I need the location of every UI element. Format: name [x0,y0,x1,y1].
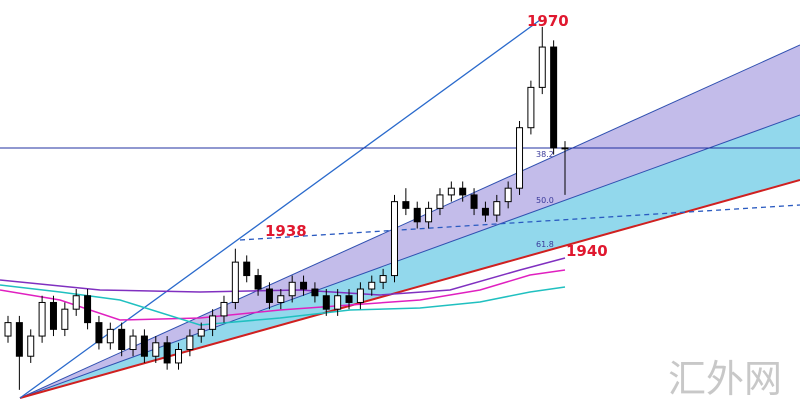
candle-body [436,194,444,209]
candle-body [334,295,342,310]
fib-label: 61.8 [536,240,554,249]
candle-body [288,281,296,297]
fib-label: 50.0 [536,196,554,205]
candle-body [368,281,376,290]
candle-body [4,322,12,337]
dashed-line [239,204,800,241]
candle-body [402,201,410,209]
candle-body [49,301,57,330]
annotation: 1940 [566,242,608,260]
fan-line-red [19,179,800,399]
candle-body [300,281,308,290]
candle-body [140,335,148,357]
fib-label: 38.2 [536,150,554,159]
candle-body [152,342,160,357]
candle-body [163,342,171,364]
candle-body [538,46,546,88]
candle-body [15,322,23,357]
candle-body [413,207,421,223]
annotation: 1938 [265,222,307,240]
candle-body [504,187,512,203]
candle-body [356,288,364,303]
candle-body [186,335,194,351]
candle-body [425,207,433,223]
candle-body [311,288,319,297]
candle-body [254,275,262,290]
candle-body [27,335,35,357]
candle-body [527,86,535,129]
candle-body [481,207,489,216]
candle-body [322,295,330,310]
candle-body [209,315,217,330]
fan-line [19,114,800,399]
candle-body [447,187,455,196]
candle-body [220,301,228,317]
candle-body [175,349,183,364]
candle-body [129,335,137,351]
candle-body [345,295,353,303]
candle-body [470,194,478,209]
watermark: 汇外网 [668,357,782,401]
candle-body [516,127,524,189]
candle-body [561,147,569,150]
candle-body [95,322,103,344]
fan-line [19,44,800,399]
candles [4,26,569,390]
candle-body [118,328,126,351]
candle-body [379,275,387,283]
candle-body [231,261,239,303]
candle-body [106,328,114,344]
annotation: 1970 [527,12,569,30]
candle-body [72,295,80,310]
candle-body [61,308,69,330]
candle-body [493,201,501,216]
candle-body [84,295,92,324]
candle-body [390,201,398,277]
candle-body [277,295,285,303]
trend-line [19,19,541,399]
moving-average [0,257,566,296]
candle-body [197,328,205,337]
candle-body [243,261,251,277]
candle-body [459,187,467,196]
candle-body [38,301,46,337]
candle-body [265,288,273,303]
candle-body [550,46,558,149]
